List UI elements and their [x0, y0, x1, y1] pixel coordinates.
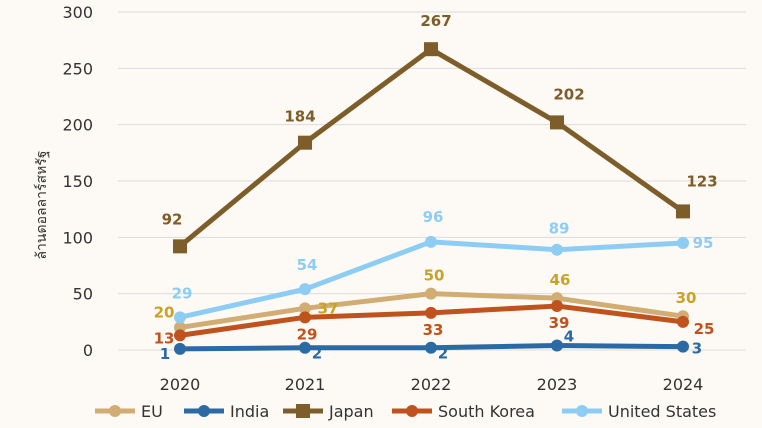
united-states-marker [425, 235, 437, 248]
india-marker [551, 339, 563, 352]
south-korea-data-label: 13 [154, 329, 175, 347]
x-tick-label: 2020 [160, 375, 201, 394]
india-data-label: 1 [160, 345, 170, 363]
india-data-label: 4 [564, 327, 574, 345]
japan-data-label: 184 [284, 108, 315, 126]
india-data-label: 3 [692, 340, 702, 358]
japan-marker [298, 135, 312, 150]
y-tick-label: 100 [62, 228, 93, 247]
x-tick-label: 2021 [285, 375, 326, 394]
india-legend-label: India [230, 402, 269, 421]
south-korea-marker [174, 329, 186, 342]
india-data-label: 2 [312, 345, 322, 363]
south-korea-legend-marker [406, 405, 418, 417]
india-marker [425, 341, 437, 354]
japan-data-label: 92 [162, 210, 183, 228]
y-axis-label: ล้านดอลลาร์สหรัฐ [33, 150, 50, 259]
india-marker [299, 341, 311, 354]
united-states-legend-marker [576, 405, 588, 417]
south-korea-marker [551, 300, 563, 313]
x-tick-label: 2022 [411, 375, 452, 394]
eu-marker [299, 302, 311, 315]
eu-data-label: 30 [676, 289, 697, 307]
eu-data-label: 20 [154, 303, 175, 321]
y-tick-label: 200 [62, 116, 93, 135]
y-axis-ticks: 0 50 100 150 200 250 300 [62, 3, 93, 360]
series-markers [173, 42, 690, 355]
south-korea-marker [677, 315, 689, 328]
japan-data-label: 123 [686, 172, 717, 190]
united-states-data-label: 29 [172, 284, 193, 302]
data-labels: 20 37 50 46 30 13 29 33 39 25 1 2 2 4 3 92 184 267 202 123 2… [154, 12, 718, 363]
series-lines [177, 46, 686, 352]
x-tick-label: 2024 [663, 375, 704, 394]
eu-legend-label: EU [141, 402, 163, 421]
south-korea-data-label: 29 [297, 325, 318, 343]
y-tick-label: 300 [62, 3, 93, 22]
south-korea-marker [299, 311, 311, 324]
y-tick-label: 50 [73, 285, 93, 304]
x-axis-ticks: 2020 2021 2022 2023 2024 [160, 375, 704, 394]
united-states-legend-label: United States [608, 402, 716, 421]
united-states-marker [299, 283, 311, 296]
india-legend-marker [198, 405, 210, 417]
eu-marker [425, 287, 437, 300]
south-korea-marker [425, 306, 437, 319]
japan-marker [173, 239, 187, 254]
south-korea-data-label: 25 [694, 320, 715, 338]
japan-data-label: 267 [420, 12, 451, 30]
eu-legend-marker [109, 405, 121, 417]
y-tick-label: 250 [62, 59, 93, 78]
south-korea-legend-label: South Korea [438, 402, 535, 421]
x-tick-label: 2023 [537, 375, 578, 394]
japan-legend-label: Japan [328, 402, 374, 421]
japan-marker [424, 42, 438, 57]
india-marker [174, 342, 186, 355]
japan-data-label: 202 [553, 85, 584, 103]
united-states-data-label: 54 [297, 256, 318, 274]
y-tick-label: 150 [62, 172, 93, 191]
india-marker [677, 340, 689, 353]
united-states-marker [677, 236, 689, 249]
japan-legend-marker [296, 404, 310, 418]
y-tick-label: 0 [83, 341, 93, 360]
united-states-data-label: 95 [693, 234, 714, 252]
eu-data-label: 37 [318, 299, 339, 317]
india-data-label: 2 [438, 345, 448, 363]
japan-marker [550, 115, 564, 130]
eu-data-label: 50 [424, 267, 445, 285]
legend: EU India Japan South Korea United States [95, 402, 716, 421]
south-korea-data-label: 39 [549, 314, 570, 332]
united-states-data-label: 89 [549, 220, 570, 238]
eu-data-label: 46 [550, 271, 571, 289]
united-states-marker [174, 311, 186, 324]
united-states-marker [551, 243, 563, 256]
japan-marker [676, 204, 690, 219]
united-states-data-label: 96 [423, 208, 444, 226]
south-korea-data-label: 33 [423, 321, 444, 339]
